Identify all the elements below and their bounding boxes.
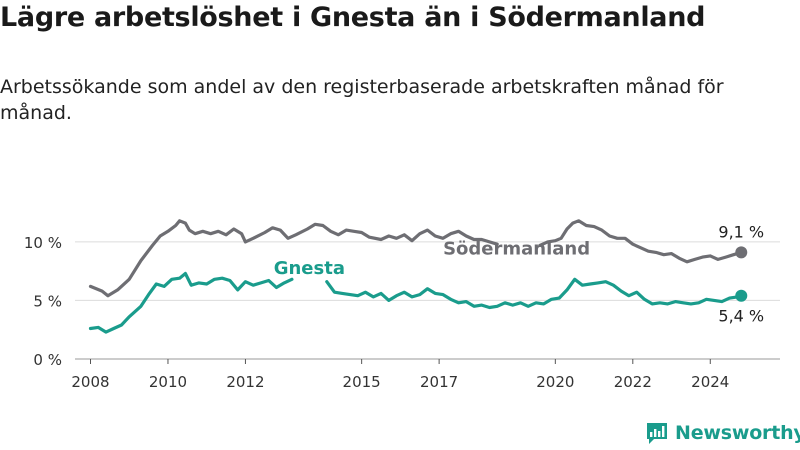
y-tick-label: 10 % [24,234,62,252]
series-labels: 9,1 % 5,4 % Gnesta Södermanland [274,222,764,325]
series-name-gnesta: Gnesta [274,258,345,279]
x-tick-label: 2010 [149,373,187,391]
brand-name: Newsworthy [675,422,800,444]
newsworthy-logo-icon [647,423,667,444]
x-tick-label: 2020 [536,373,574,391]
newsworthy-logo[interactable]: Newsworthy [645,420,800,446]
end-point-gnesta [735,289,748,302]
x-tick-label: 2022 [614,373,652,391]
chart-title: Lägre arbetslöshet i Gnesta än i Söderma… [0,2,706,33]
series-line-gnesta [88,271,294,334]
y-tick-label: 5 % [33,292,62,310]
x-axis: 2008 2010 2012 2015 2017 2020 2022 2024 [71,359,729,391]
series-name-sodermanland: Södermanland [443,239,590,260]
series-line-södermanland [88,219,499,298]
x-tick-label: 2017 [420,373,458,391]
value-label-sodermanland: 9,1 % [718,222,764,241]
gridlines [75,241,780,360]
x-tick-label: 2015 [343,373,381,391]
series-lines [88,219,748,334]
value-label-gnesta: 5,4 % [718,307,764,326]
end-point-södermanland [735,246,748,259]
series-line-södermanland [538,219,743,264]
x-tick-label: 2008 [71,373,109,391]
y-tick-label: 0 % [33,351,62,369]
x-tick-label: 2024 [691,373,729,391]
series-line-gnesta [325,277,743,310]
x-tick-label: 2012 [226,373,264,391]
chart-subtitle: Arbetssökande som andel av den registerb… [0,76,724,124]
y-axis: 0 % 5 % 10 % [24,234,62,369]
